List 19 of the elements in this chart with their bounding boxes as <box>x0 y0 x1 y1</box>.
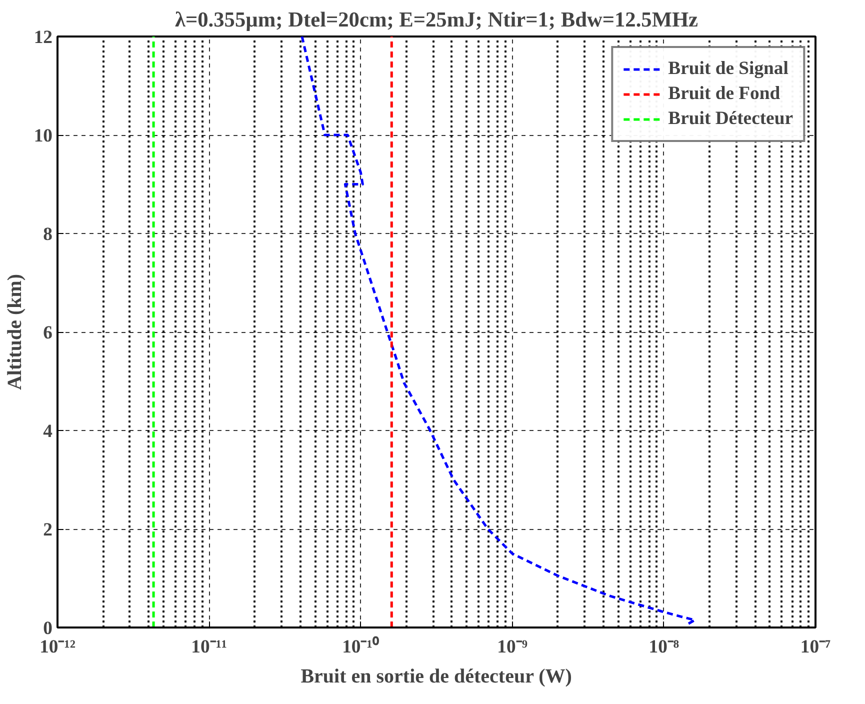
x-tick-label: 10⁻¹² <box>40 636 76 658</box>
y-tick-label: 12 <box>34 27 52 48</box>
y-tick-label: 6 <box>43 322 52 344</box>
chart-title: λ=0.355µm; Dtel=20cm; E=25mJ; Ntir=1; Bdw=12.5MHz <box>174 8 698 32</box>
y-tick-label: 10 <box>34 126 52 146</box>
legend-label: Bruit Détecteur <box>668 108 793 130</box>
x-tick-label: 10⁻⁹ <box>497 636 528 658</box>
y-tick-label: 8 <box>43 224 52 245</box>
y-tick-label: 2 <box>43 520 52 540</box>
y-axis-title: Altitude (km) <box>4 274 26 390</box>
y-tick-label: 4 <box>43 421 52 442</box>
x-axis-title: Bruit en sortie de détecteur (W) <box>300 666 572 688</box>
legend-label: Bruit de Signal <box>668 58 788 80</box>
legend-label: Bruit de Fond <box>668 83 780 105</box>
x-tick-label: 10⁻¹¹ <box>191 636 228 658</box>
x-tick-label: 10⁻⁷ <box>800 636 832 658</box>
x-tick-label: 10⁻⁸ <box>648 636 680 658</box>
x-tick-label: 10⁻¹⁰ <box>342 636 380 658</box>
y-tick-label: 0 <box>43 618 52 639</box>
